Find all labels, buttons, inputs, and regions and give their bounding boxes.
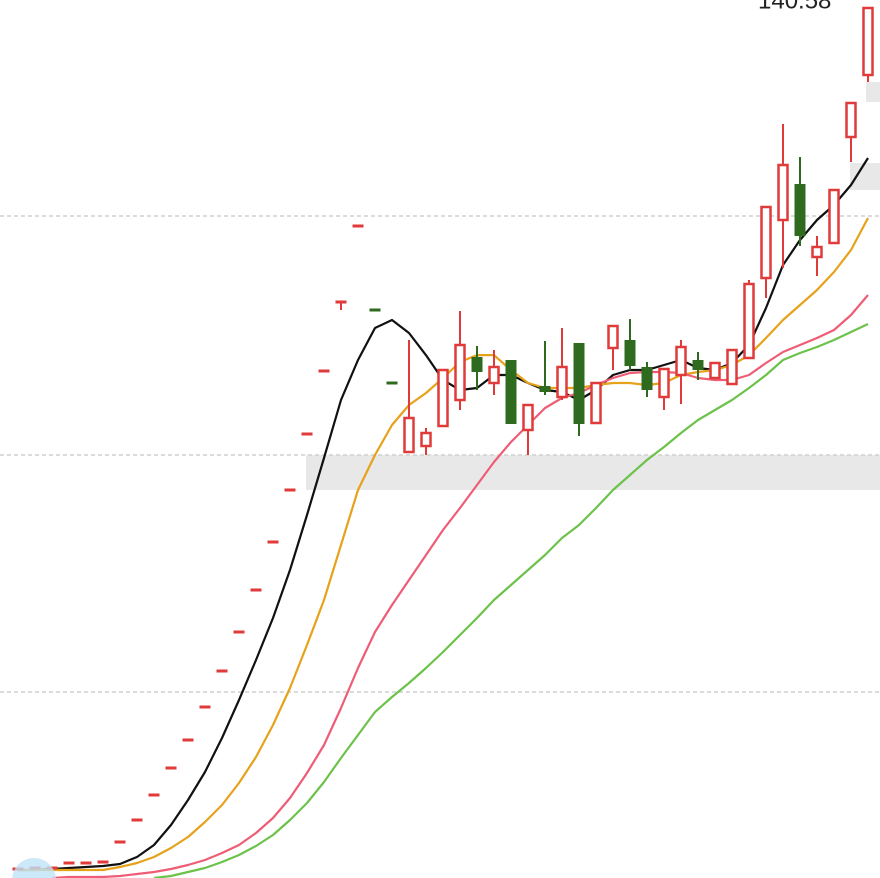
high-label: 140.58 xyxy=(758,0,831,14)
candle-body xyxy=(709,361,721,380)
candle-body xyxy=(607,324,619,350)
candle-body xyxy=(63,861,75,865)
candle-body xyxy=(80,861,92,865)
candle-body xyxy=(522,403,534,432)
candle-body xyxy=(658,367,670,399)
candle-body xyxy=(352,224,364,228)
candle-body xyxy=(403,416,415,454)
candle-body xyxy=(777,163,789,222)
marker-dot xyxy=(12,858,56,878)
candle-body xyxy=(131,818,143,822)
candle-body xyxy=(675,345,687,377)
candle-body xyxy=(726,348,738,386)
candle-body xyxy=(471,357,483,372)
candle-body xyxy=(250,588,262,592)
candle-body xyxy=(114,840,126,844)
candle-body xyxy=(233,630,245,634)
ma-line xyxy=(153,323,869,878)
candle-body xyxy=(318,369,330,373)
candle-body xyxy=(267,540,279,544)
candle-body xyxy=(301,432,313,436)
price-band xyxy=(866,82,880,102)
candle-body xyxy=(573,343,585,424)
candle-body xyxy=(590,381,602,425)
candle-body xyxy=(488,365,500,385)
candle-body xyxy=(692,360,704,370)
price-band xyxy=(306,455,880,490)
candle-body xyxy=(845,101,857,139)
candle-body xyxy=(539,386,551,392)
candle-body xyxy=(794,184,806,236)
candle-body xyxy=(505,360,517,424)
candle-body xyxy=(641,367,653,390)
candle-body xyxy=(97,860,109,864)
candle-body xyxy=(182,738,194,742)
candle-body xyxy=(624,340,636,366)
candle-body xyxy=(828,188,840,245)
candle-body xyxy=(335,300,347,304)
candle-body xyxy=(386,381,398,385)
candle-body xyxy=(284,488,296,492)
candle-body xyxy=(862,6,874,77)
candle-body xyxy=(811,245,823,259)
candle-body xyxy=(369,308,381,312)
candle-body xyxy=(148,793,160,797)
price-band xyxy=(850,163,880,190)
candle-body xyxy=(556,365,568,399)
candle-body xyxy=(216,669,228,673)
candle-body xyxy=(454,343,466,402)
candle-body xyxy=(420,431,432,448)
candle-body xyxy=(760,205,772,280)
candle-body xyxy=(165,766,177,770)
candle-body xyxy=(437,368,449,428)
ma-line xyxy=(18,217,869,872)
ma-line xyxy=(18,157,869,872)
candle-body xyxy=(199,705,211,709)
candle-body xyxy=(743,282,755,360)
